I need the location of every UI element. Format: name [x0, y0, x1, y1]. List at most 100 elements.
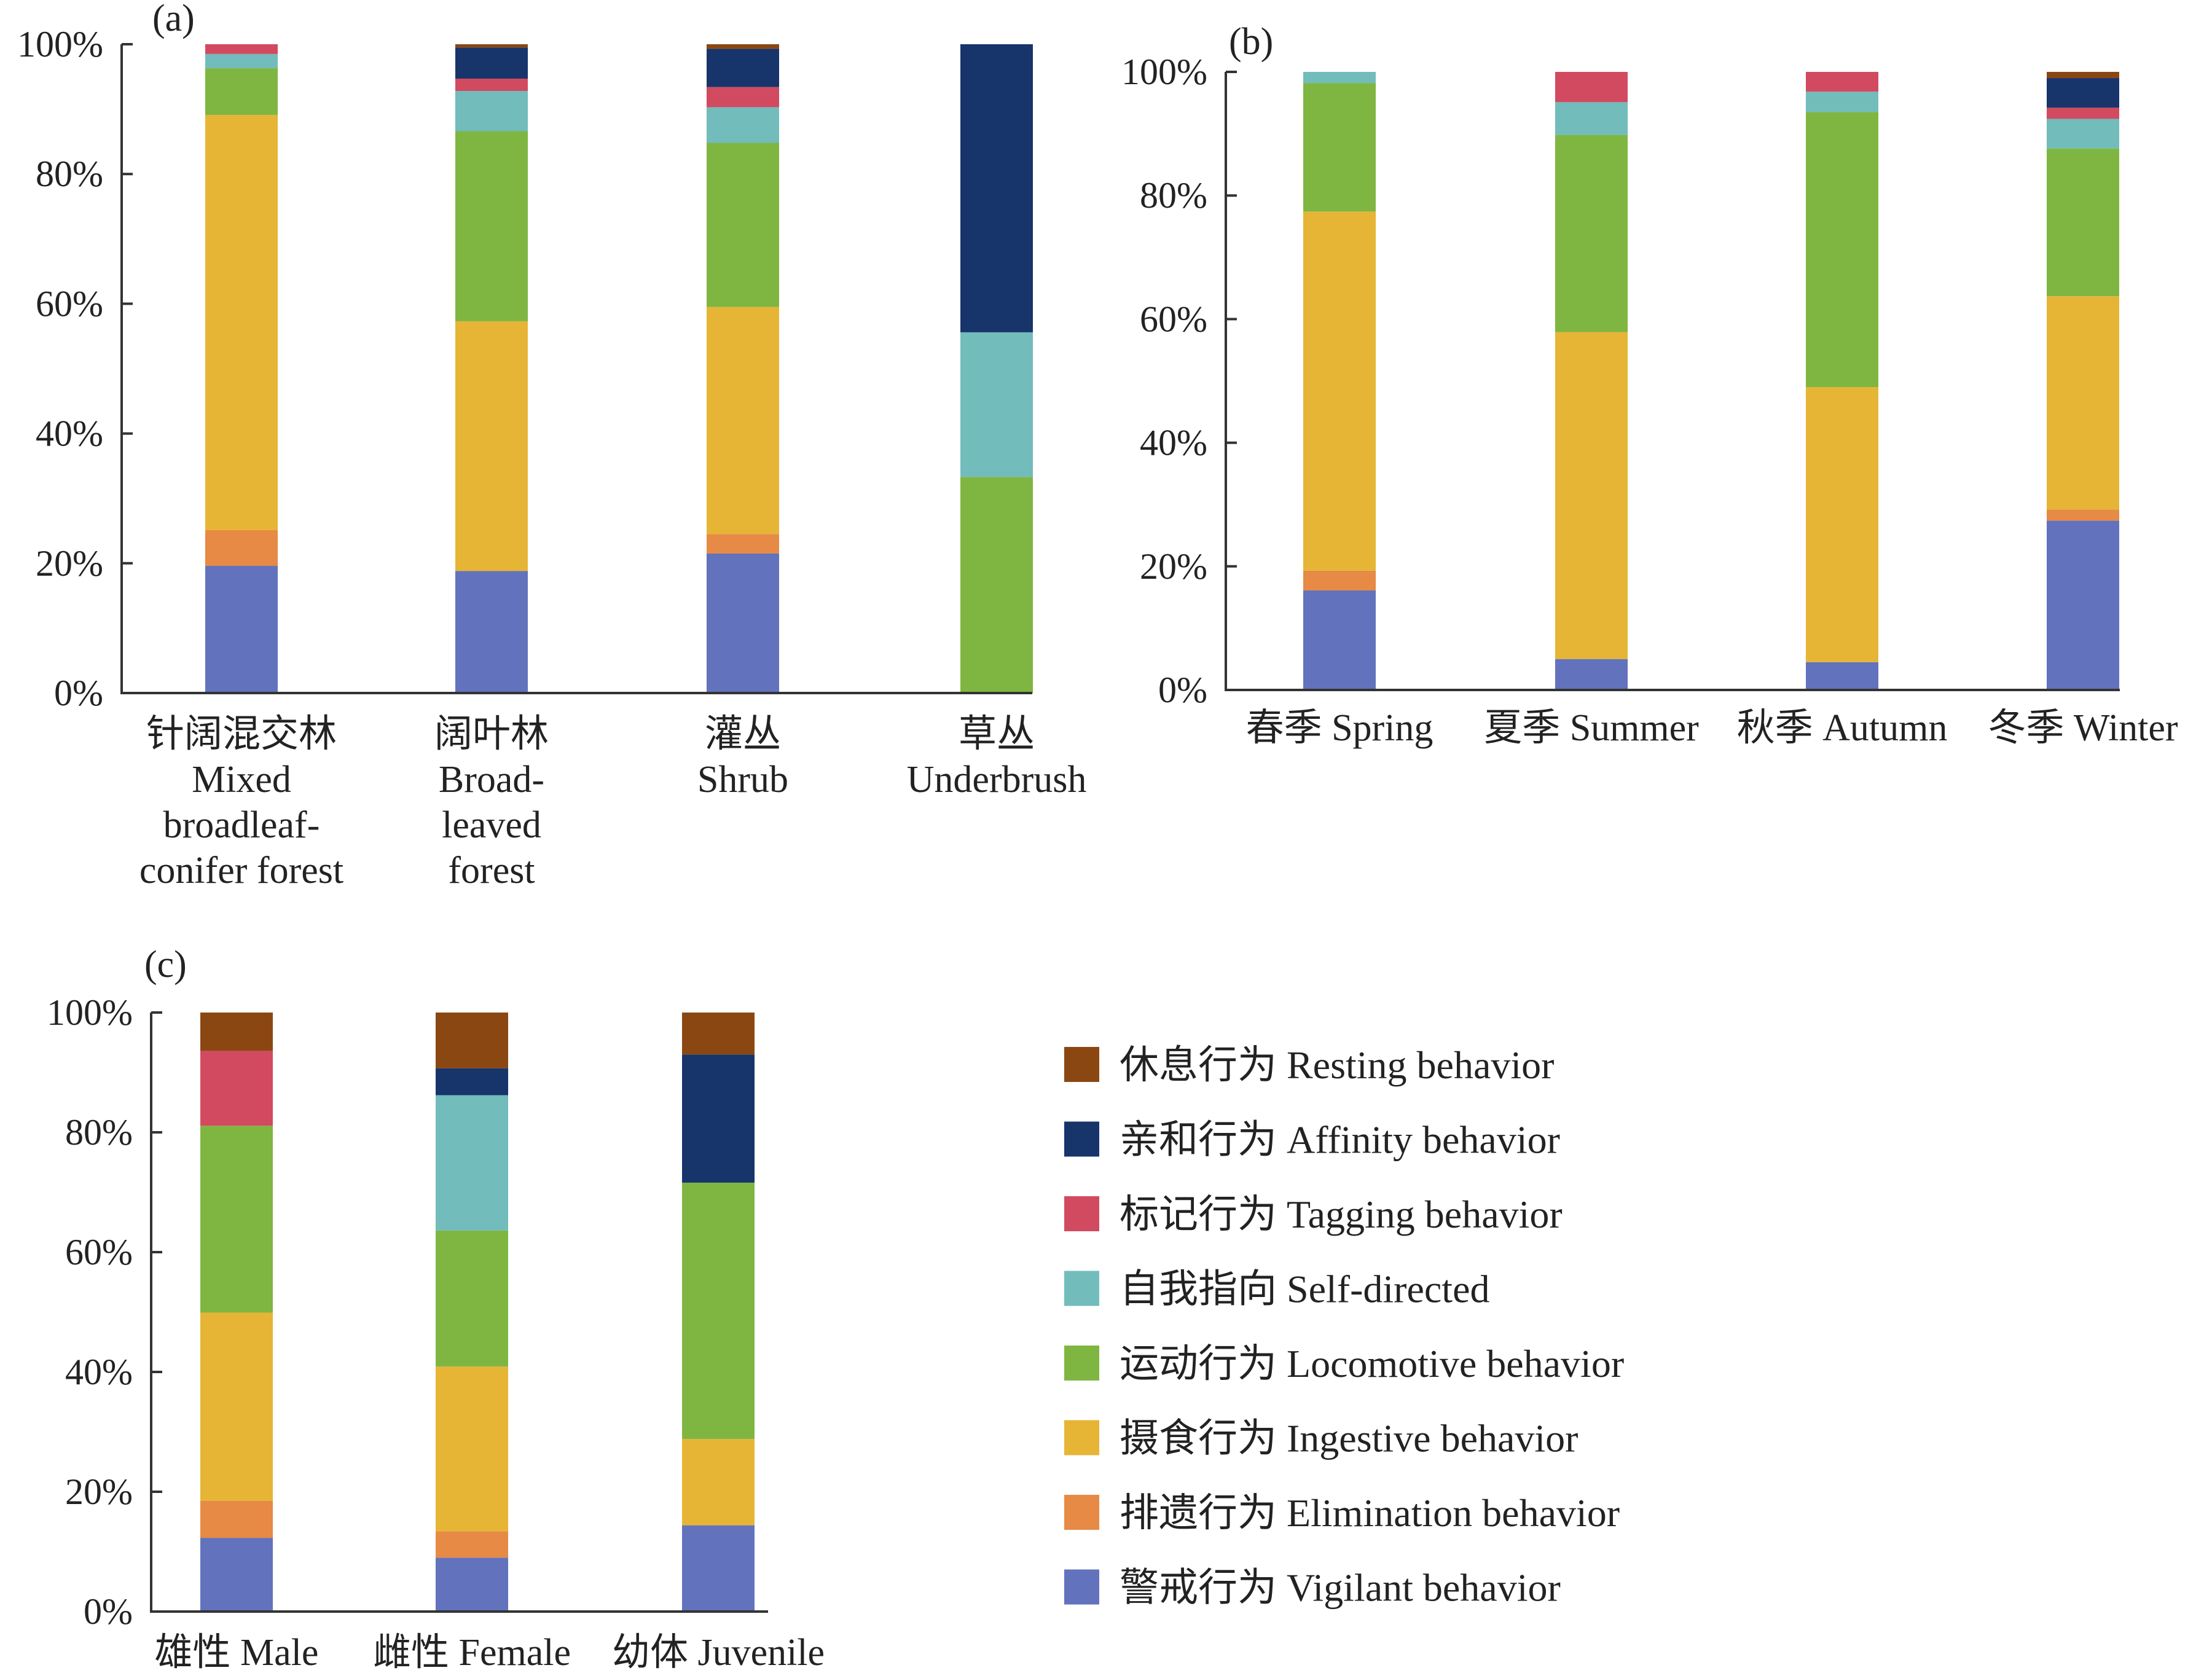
y-tick-label-a-2: 40%	[36, 413, 103, 454]
bar-b-3-elimination	[2047, 509, 2119, 521]
y-tick-label-b-2: 40%	[1140, 423, 1207, 463]
bar-c-2-affinity	[682, 1054, 755, 1183]
bar-c-0-ingestive	[200, 1312, 273, 1501]
bar-b-2-locomotive	[1806, 112, 1878, 388]
bar-a-2-tagging	[707, 87, 779, 108]
legend-label-affinity: 亲和行为 Affinity behavior	[1120, 1118, 1560, 1162]
bar-c-1-locomotive	[436, 1230, 508, 1367]
bar-a-0-locomotive	[205, 68, 278, 116]
bar-a-3-selfdirected	[960, 332, 1033, 477]
category-label-b-3-0: 冬季 Winter	[1988, 707, 2178, 749]
y-tick-label-c-2: 40%	[65, 1352, 133, 1392]
category-label-a-0-2: broadleaf-	[163, 804, 320, 846]
legend-swatch-affinity	[1064, 1121, 1099, 1157]
bar-a-1-vigilant	[455, 571, 528, 693]
bar-b-1-selfdirected	[1555, 102, 1628, 135]
y-tick-label-a-0: 0%	[54, 673, 103, 713]
legend-swatch-selfdirected	[1064, 1271, 1099, 1306]
bar-c-1-affinity	[436, 1068, 508, 1095]
bar-c-1-elimination	[436, 1531, 508, 1558]
legend-label-vigilant: 警戒行为 Vigilant behavior	[1120, 1566, 1561, 1610]
bar-c-0-elimination	[200, 1500, 273, 1538]
bar-b-1-locomotive	[1555, 135, 1628, 332]
y-tick-label-b-5: 100%	[1121, 52, 1207, 92]
bar-b-3-locomotive	[2047, 148, 2119, 297]
bar-a-3-locomotive	[960, 477, 1033, 693]
y-tick-label-a-4: 80%	[36, 154, 103, 194]
bar-b-3-selfdirected	[2047, 119, 2119, 149]
y-tick-label-b-1: 20%	[1140, 546, 1207, 587]
bar-b-0-ingestive	[1303, 211, 1376, 571]
legend-label-elimination: 排遗行为 Elimination behavior	[1120, 1491, 1620, 1535]
bar-b-1-tagging	[1555, 72, 1628, 103]
bar-c-0-resting	[200, 1013, 273, 1051]
y-tick-label-c-4: 80%	[65, 1112, 133, 1153]
bar-a-1-selfdirected	[455, 91, 528, 131]
legend-swatch-locomotive	[1064, 1346, 1099, 1381]
bar-a-1-resting	[455, 44, 528, 48]
bar-a-2-ingestive	[707, 307, 779, 535]
bar-a-1-affinity	[455, 47, 528, 79]
bar-c-2-ingestive	[682, 1439, 755, 1526]
category-label-a-0-0: 针阔混交林	[146, 713, 337, 755]
bar-b-2-vigilant	[1806, 662, 1878, 690]
bar-c-2-resting	[682, 1013, 755, 1055]
category-label-a-2-0: 灌丛	[705, 713, 781, 755]
category-label-b-1-0: 夏季 Summer	[1484, 707, 1699, 749]
panel-c: (c) 0% 20% 40% 60% 80% 100% 雄性 Male 雌性 Female 幼体…	[47, 944, 825, 1673]
bar-a-2-elimination	[707, 534, 779, 554]
bar-b-0-elimination	[1303, 570, 1376, 591]
bar-b-0-locomotive	[1303, 83, 1376, 212]
bar-a-3-affinity	[960, 44, 1033, 332]
bar-c-0-vigilant	[200, 1538, 273, 1612]
bar-c-0-locomotive	[200, 1126, 273, 1313]
bar-a-2-affinity	[707, 49, 779, 87]
y-tick-label-a-5: 100%	[17, 24, 103, 65]
y-tick-label-c-5: 100%	[47, 992, 133, 1033]
bar-c-0-tagging	[200, 1051, 273, 1126]
category-label-a-1-0: 阔叶林	[434, 713, 549, 755]
category-label-a-2-1: Shrub	[697, 759, 788, 801]
legend-label-selfdirected: 自我指向 Self-directed	[1120, 1267, 1490, 1311]
bar-b-2-selfdirected	[1806, 92, 1878, 112]
bar-c-1-ingestive	[436, 1366, 508, 1532]
bar-a-2-vigilant	[707, 553, 779, 693]
bar-b-1-vigilant	[1555, 659, 1628, 690]
bar-c-1-resting	[436, 1013, 508, 1068]
bar-a-2-locomotive	[707, 143, 779, 307]
category-label-a-0-1: Mixed	[192, 759, 291, 801]
category-label-a-1-2: leaved	[442, 804, 541, 846]
y-tick-label-a-3: 60%	[36, 283, 103, 324]
bar-b-3-vigilant	[2047, 520, 2119, 690]
category-label-c-2-0: 幼体 Juvenile	[612, 1632, 825, 1673]
legend-swatch-ingestive	[1064, 1420, 1099, 1456]
panel-a-label: (a)	[152, 0, 195, 39]
category-label-a-0-3: conifer forest	[139, 850, 343, 891]
bar-a-1-tagging	[455, 78, 528, 92]
panel-b-label: (b)	[1229, 21, 1273, 63]
bar-b-0-selfdirected	[1303, 72, 1376, 84]
y-tick-label-b-3: 60%	[1140, 299, 1207, 339]
category-label-c-1-0: 雌性 Female	[373, 1632, 571, 1673]
category-label-a-3-0: 草丛	[959, 713, 1035, 755]
category-label-a-3-1: Underbrush	[907, 759, 1087, 801]
bar-b-2-tagging	[1806, 72, 1878, 92]
y-tick-label-a-1: 20%	[36, 543, 103, 584]
legend-swatch-tagging	[1064, 1196, 1099, 1231]
category-label-a-1-1: Broad-	[439, 759, 544, 801]
panel-c-label: (c)	[144, 944, 187, 985]
legend-label-ingestive: 摄食行为 Ingestive behavior	[1120, 1417, 1579, 1460]
bar-c-2-vigilant	[682, 1525, 755, 1612]
bar-b-3-ingestive	[2047, 296, 2119, 510]
bar-a-0-ingestive	[205, 115, 278, 530]
bar-a-0-tagging	[205, 44, 278, 54]
legend-label-tagging: 标记行为 Tagging behavior	[1120, 1193, 1563, 1236]
bar-c-1-selfdirected	[436, 1095, 508, 1231]
legend-swatch-elimination	[1064, 1495, 1099, 1530]
panel-a: (a) 0% 20% 40% 60% 80% 100% 针阔混交林Mixedbroadlea…	[17, 0, 1086, 891]
bar-b-3-resting	[2047, 72, 2119, 79]
bar-a-2-selfdirected	[707, 107, 779, 143]
bar-a-0-selfdirected	[205, 53, 278, 69]
bar-a-1-ingestive	[455, 321, 528, 571]
